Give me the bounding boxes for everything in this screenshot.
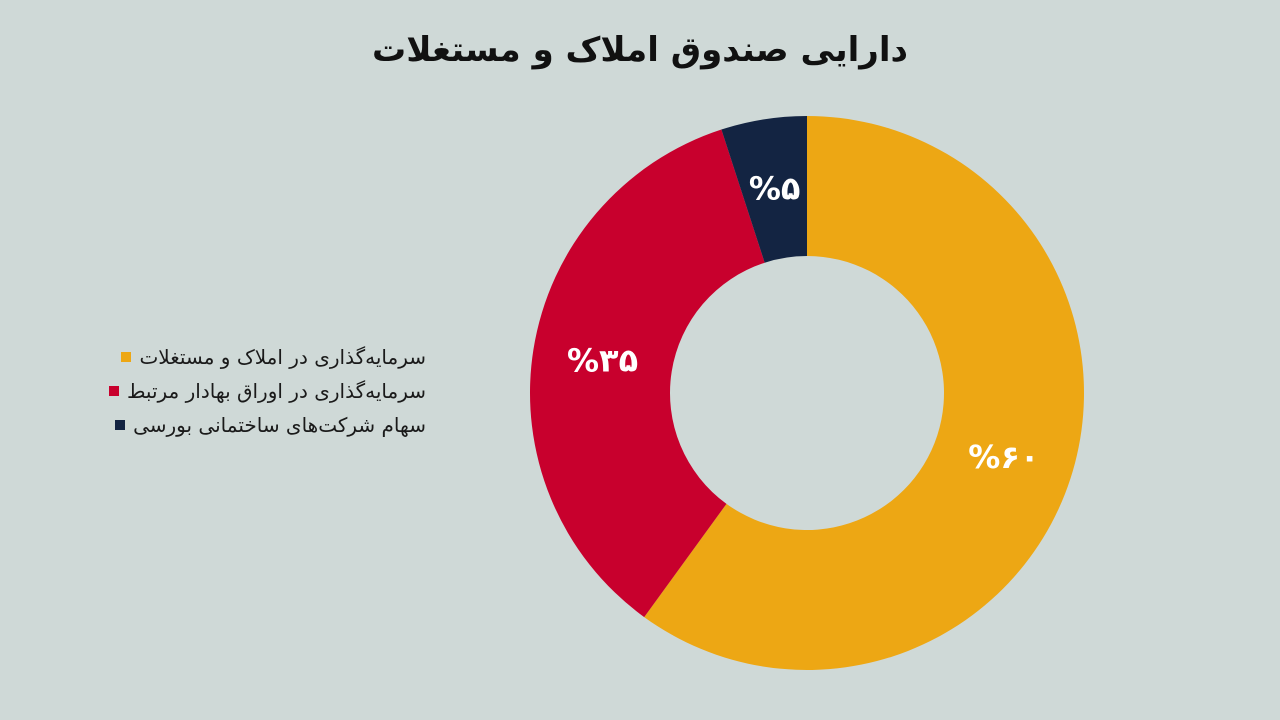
legend-label: سرمایه‌گذاری در املاک و مستغلات: [139, 345, 426, 369]
chart-title: دارایی صندوق املاک و مستغلات: [372, 30, 908, 70]
slice-real-estate: [644, 116, 1084, 670]
data-label: %۵: [749, 170, 801, 208]
data-label: %۳۵: [567, 342, 638, 380]
legend-item-securities: سرمایه‌گذاری در اوراق بهادار مرتبط: [66, 374, 426, 408]
legend-label: سرمایه‌گذاری در اوراق بهادار مرتبط: [126, 379, 426, 403]
slice-construction-stocks: [721, 116, 807, 263]
legend-swatch: [108, 386, 119, 396]
legend-item-real-estate: سرمایه‌گذاری در املاک و مستغلات: [66, 340, 426, 374]
legend-label: سهام شرکت‌های ساختمانی بورسی: [133, 413, 426, 437]
data-label: %۶۰: [968, 438, 1039, 476]
legend-swatch: [121, 352, 132, 362]
legend-swatch: [115, 420, 126, 430]
chart-legend: سرمایه‌گذاری در املاک و مستغلات سرمایه‌گ…: [66, 340, 426, 442]
slice-securities: [529, 129, 765, 618]
legend-item-construction-stocks: سهام شرکت‌های ساختمانی بورسی: [66, 408, 426, 442]
